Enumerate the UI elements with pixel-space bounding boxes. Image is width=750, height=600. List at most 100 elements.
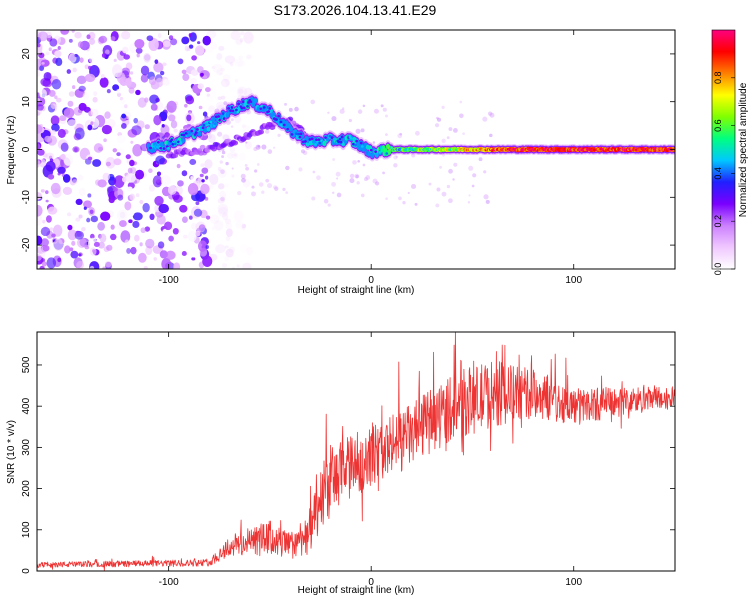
spectrogram-ridge-core (173, 142, 177, 146)
spectrogram-noise-blob (218, 206, 229, 217)
spectrogram-noise-blob (146, 35, 154, 42)
spectrogram-noise-blob (145, 238, 155, 249)
spectrogram-noise-blob (218, 168, 227, 179)
spectrogram-ridge-core (222, 117, 226, 120)
spectrogram-noise-blob (168, 114, 176, 122)
spectrogram-noise-blob (159, 70, 165, 76)
spectrogram-noise-blob (235, 43, 246, 53)
spectrogram-noise-blob (202, 255, 213, 267)
spectrogram-noise-blob (87, 193, 92, 198)
spectrogram-noise-blob (64, 245, 71, 254)
spectrogram-noise-blob (157, 241, 165, 249)
spectrogram-faint-dot (459, 100, 463, 104)
spectrogram-noise-blob (40, 238, 49, 247)
spectrogram-x-tick-label: -100 (159, 275, 179, 286)
spectrogram-noise-blob (234, 58, 244, 67)
spectrogram-noise-blob (93, 241, 100, 247)
spectrogram-noise-blob (176, 163, 181, 169)
spectrogram-ridge-core (333, 137, 336, 141)
spectrogram-noise-blob (207, 133, 216, 143)
spectrogram-ridge-core (184, 132, 188, 135)
spectrogram-noise-blob (79, 57, 84, 63)
spectrogram-faint-dot (339, 108, 345, 114)
spectrogram-noise-blob (86, 34, 91, 40)
spectrogram-faint-dot (471, 184, 475, 188)
spectrogram-faint-dot (230, 118, 234, 122)
spectrogram-noise-blob (133, 117, 139, 124)
spectrogram-noise-blob (236, 264, 240, 268)
spectrogram-noise-blob (182, 234, 188, 239)
spectrogram-noise-blob (125, 154, 131, 160)
spectrogram-noise-blob (205, 215, 211, 220)
spectrogram-noise-blob (226, 121, 230, 125)
spectrogram-noise-blob (197, 66, 204, 74)
spectrogram-noise-blob (37, 235, 43, 246)
spectrogram-noise-blob (87, 156, 93, 161)
spectrogram-noise-blob (148, 37, 159, 52)
spectrogram-noise-blob (201, 167, 209, 174)
spectrogram-faint-dot (217, 131, 223, 137)
spectrogram-noise-blob (39, 65, 45, 72)
spectrogram-faint-dot (472, 173, 477, 178)
spectrogram-noise-blob (114, 124, 122, 133)
spectrogram-ridge-core (354, 143, 357, 147)
spectrogram-ridge-mid (322, 140, 327, 147)
spectrogram-ridge-core (385, 152, 389, 155)
spectrogram-ridge-mid (197, 131, 202, 137)
spectrogram-noise-blob (143, 53, 151, 63)
spectrogram-noise-blob (190, 77, 197, 85)
spectrogram-faint-dot (478, 157, 483, 162)
spectrogram-noise-blob (40, 189, 45, 193)
spectrogram-y-tick-label: -20 (21, 237, 32, 252)
spectrogram-noise-blob (104, 49, 110, 55)
spectrogram-noise-blob (188, 215, 193, 220)
spectrogram-faint-dot (240, 173, 246, 179)
spectrogram-noise-blob (53, 238, 64, 252)
spectrogram-noise-blob (198, 105, 203, 110)
spectrogram-faint-dot (221, 150, 226, 155)
spectrogram-ridge-core (310, 137, 314, 141)
spectrogram-noise-blob (220, 95, 226, 100)
spectrogram-ridge-core (231, 109, 235, 113)
spectrogram-ridge-core (301, 140, 305, 144)
spectrogram-noise-blob (132, 220, 140, 229)
spectrogram-noise-blob (220, 78, 230, 88)
spectrogram-faint-dot (331, 116, 337, 122)
spectrogram-faint-dot (254, 169, 258, 173)
spectrogram-noise-blob (217, 96, 222, 100)
spectrogram-noise-blob (116, 72, 126, 84)
spectrogram-noise-blob (242, 179, 251, 188)
spectrogram-noise-blob (177, 180, 184, 187)
spectrogram-noise-blob (113, 158, 122, 166)
spectrogram-noise-blob (37, 70, 41, 77)
spectrogram-noise-blob (206, 30, 217, 39)
spectrogram-ridge-core (290, 133, 294, 136)
spectrogram-noise-blob (202, 111, 208, 117)
spectrogram-noise-blob (71, 30, 75, 33)
spectrogram-noise-blob (191, 222, 197, 230)
spectrogram-ridge-core (188, 131, 192, 135)
spectrogram-noise-blob (242, 262, 252, 269)
spectrogram-faint-dot (489, 112, 495, 118)
colorbar-tick-label: 0.6 (713, 119, 723, 132)
spectrogram-noise-blob (172, 227, 179, 235)
spectrogram-noise-blob (74, 53, 78, 58)
spectrogram-ridge-core (298, 135, 302, 139)
spectrogram-faint-dot (349, 178, 355, 184)
spectrogram-noise-blob (42, 245, 50, 252)
spectrogram-faint-dot (446, 136, 450, 140)
spectrogram-ridge-core (279, 120, 283, 124)
spectrogram-noise-blob (230, 122, 236, 127)
spectrogram-noise-blob (116, 92, 122, 98)
spectrogram-ridge-core (339, 140, 343, 144)
spectrogram-noise-blob (213, 220, 224, 231)
spectrogram-noise-blob (209, 183, 214, 190)
spectrogram-noise-blob (197, 83, 204, 90)
spectrogram-faint-dot (244, 163, 248, 167)
spectrogram-noise-blob (45, 190, 49, 195)
spectrogram-noise-blob (123, 54, 130, 60)
spectrogram-faint-dot (257, 145, 261, 148)
spectrogram-faint-dot (448, 168, 453, 174)
spectrogram-noise-blob (74, 31, 82, 39)
spectrogram-noise-blob (241, 226, 246, 231)
